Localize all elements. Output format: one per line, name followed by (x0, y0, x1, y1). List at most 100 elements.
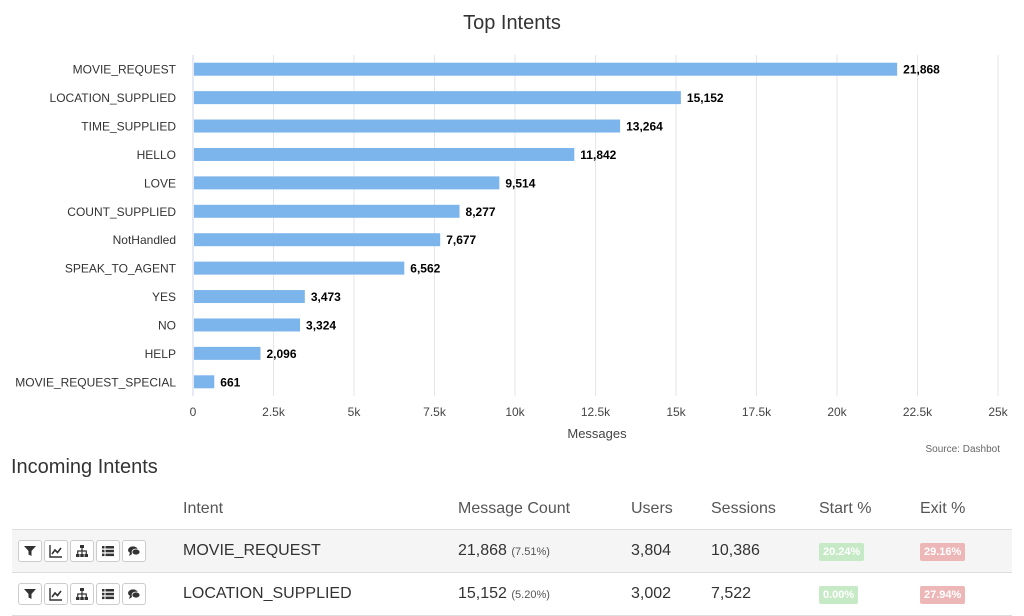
data-label: 7,677 (446, 233, 476, 247)
x-tick-label: 25k (988, 405, 1008, 419)
line-chart-icon (49, 588, 63, 605)
header-users[interactable]: Users (631, 489, 711, 530)
start-pct-cell: 20.24% (819, 529, 920, 573)
exit-pct-cell: 27.94% (920, 572, 1012, 616)
list-button[interactable] (96, 583, 120, 605)
sessions-count: 7,522 (711, 572, 819, 616)
list-icon (101, 588, 115, 605)
y-tick-label: MOVIE_REQUEST_SPECIAL (15, 375, 176, 389)
y-tick-label: NO (158, 318, 176, 332)
sitemap-button[interactable] (70, 583, 94, 605)
data-label: 8,277 (466, 205, 496, 219)
intent-name[interactable]: LOCATION_SUPPLIED (183, 572, 458, 616)
data-label: 6,562 (410, 262, 440, 276)
sitemap-icon (75, 545, 89, 562)
y-tick-label: SPEAK_TO_AGENT (65, 262, 177, 276)
x-tick-label: 22.5k (903, 405, 933, 419)
data-label: 9,514 (505, 176, 535, 190)
bar[interactable] (194, 375, 215, 389)
header-sessions[interactable]: Sessions (711, 489, 819, 530)
y-tick-label: NotHandled (113, 233, 176, 247)
sitemap-button[interactable] (70, 540, 94, 562)
y-tick-label: LOVE (144, 176, 176, 190)
y-tick-label: YES (152, 290, 176, 304)
y-tick-label: HELLO (137, 148, 176, 162)
top-intents-chart: Top Intents 21,868 15,152 13,264 11,842 9,51… (15, 12, 1009, 455)
bar[interactable] (194, 233, 441, 247)
data-label: 2,096 (266, 347, 296, 361)
bar[interactable] (194, 176, 500, 190)
x-tick-label: 17.5k (742, 405, 772, 419)
bar[interactable] (194, 62, 898, 76)
users-count: 3,002 (631, 572, 711, 616)
line-chart-icon (49, 545, 63, 562)
y-tick-label: MOVIE_REQUEST (73, 63, 177, 77)
data-label: 13,264 (626, 120, 663, 134)
header-start-pct[interactable]: Start % (819, 489, 920, 530)
intent-name[interactable]: MOVIE_REQUEST (183, 529, 458, 573)
row-actions (12, 572, 183, 616)
bar[interactable] (194, 318, 301, 332)
filter-icon (23, 545, 37, 562)
header-message-count[interactable]: Message Count (458, 489, 631, 530)
y-axis-labels: MOVIE_REQUEST LOCATION_SUPPLIED TIME_SUPPL… (15, 63, 176, 390)
data-label: 11,842 (580, 148, 616, 162)
bar[interactable] (194, 261, 405, 275)
list-button[interactable] (96, 540, 120, 562)
message-count-cell: 21,868 (7.51%) (458, 529, 631, 573)
comments-icon (127, 545, 141, 562)
row-actions (12, 529, 183, 573)
bar[interactable] (194, 119, 621, 133)
comments-button[interactable] (122, 540, 146, 562)
line-chart-button[interactable] (44, 583, 68, 605)
x-tick-label: 15k (666, 405, 686, 419)
sessions-count: 10,386 (711, 529, 819, 573)
message-count: 15,152 (458, 585, 512, 602)
bar[interactable] (194, 147, 575, 161)
sitemap-icon (75, 588, 89, 605)
x-tick-label: 2.5k (262, 405, 286, 419)
x-tick-label: 10k (505, 405, 525, 419)
data-label: 15,152 (687, 91, 724, 105)
filter-button[interactable] (18, 583, 42, 605)
header-exit-pct[interactable]: Exit % (920, 489, 1012, 530)
comments-icon (127, 588, 141, 605)
chart-credit: Source: Dashbot (926, 444, 1001, 455)
bar[interactable] (194, 204, 460, 218)
start-pct-badge: 0.00% (819, 585, 859, 604)
x-axis-ticks: 0 2.5k 5k 7.5k 10k 12.5k 15k 17.5k 20k 22.5k 25k (190, 405, 1009, 419)
y-tick-label: COUNT_SUPPLIED (67, 205, 176, 219)
x-axis-title: Messages (567, 426, 627, 441)
comments-button[interactable] (122, 583, 146, 605)
data-label: 3,324 (306, 318, 336, 332)
y-tick-label: HELP (145, 347, 176, 361)
filter-icon (23, 588, 37, 605)
data-label: 661 (220, 375, 240, 389)
bar[interactable] (194, 290, 305, 304)
x-tick-label: 12.5k (581, 405, 611, 419)
line-chart-button[interactable] (44, 540, 68, 562)
table-row: LOCATION_SUPPLIED 15,152 (5.20%) 3,002 7,52… (12, 572, 1012, 616)
header-actions (12, 489, 183, 530)
x-tick-label: 5k (348, 405, 362, 419)
header-intent[interactable]: Intent (183, 489, 458, 530)
exit-pct-badge: 27.94% (920, 585, 966, 604)
grid-lines (192, 55, 999, 396)
x-tick-label: 7.5k (423, 405, 447, 419)
users-count: 3,804 (631, 529, 711, 573)
start-pct-badge: 20.24% (819, 542, 865, 561)
table-row: MOVIE_REQUEST 21,868 (7.51%) 3,804 10,386 20… (12, 529, 1012, 573)
exit-pct-badge: 29.16% (920, 542, 966, 561)
message-percent: (7.51%) (511, 546, 550, 558)
data-label: 3,473 (311, 290, 341, 304)
filter-button[interactable] (18, 540, 42, 562)
message-count: 21,868 (458, 542, 512, 559)
bar[interactable] (194, 91, 681, 105)
x-tick-label: 20k (827, 405, 847, 419)
message-count-cell: 15,152 (5.20%) (458, 572, 631, 616)
start-pct-cell: 0.00% (819, 572, 920, 616)
list-icon (101, 545, 115, 562)
message-percent: (5.20%) (511, 589, 550, 601)
table-title: Incoming Intents (11, 456, 158, 478)
bar[interactable] (194, 346, 261, 360)
